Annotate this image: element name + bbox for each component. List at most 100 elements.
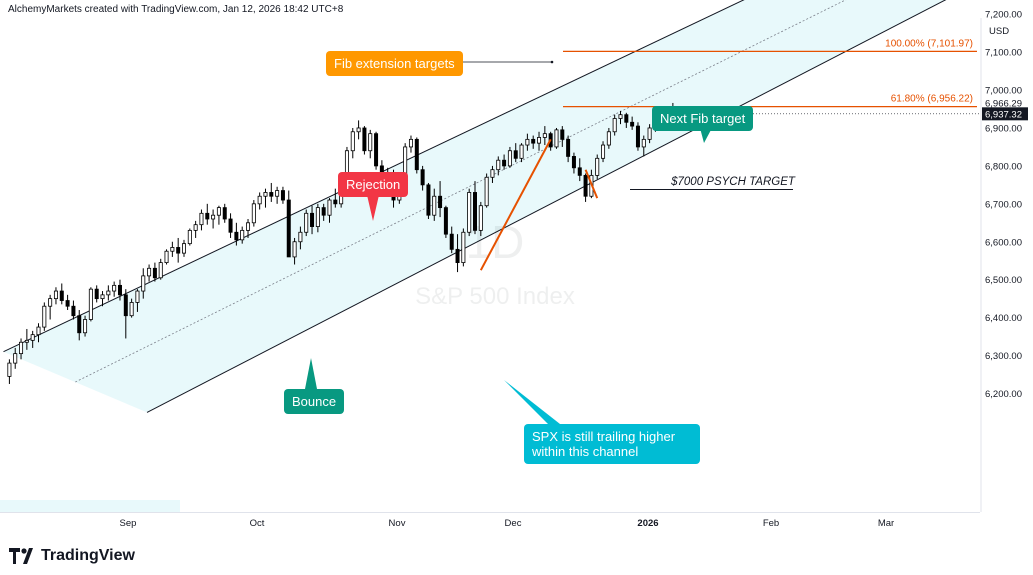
candle-body [432,195,437,216]
candle-body [193,224,198,231]
price-tick: 7,100.00 [985,48,1022,59]
candle-body [164,250,169,264]
time-tick: Feb [763,518,779,529]
candle-body [257,195,262,205]
candle-body [467,192,472,233]
candle-body [129,302,134,317]
candle-body [641,138,646,148]
channel-upper-line [3,0,745,353]
watermark-name: S&P 500 Index [415,283,575,310]
time-tick: Mar [878,518,894,529]
candle-body [408,138,413,148]
candle-body [618,114,623,119]
candle-body [7,362,12,377]
candle-body [292,241,297,258]
price-tick: 7,200.00 [985,10,1022,21]
price-tick: 6,900.00 [985,123,1022,134]
candle-body [275,190,280,197]
trend-leg-down [584,169,599,199]
candle-body [263,192,268,197]
candle-body [298,231,303,243]
candle-body [420,169,425,186]
candle-body [53,290,58,300]
candle-body [59,290,64,301]
candle-body [443,207,448,235]
price-tick: 6,400.00 [985,313,1022,324]
candle-body [624,114,629,123]
candle-body [42,305,47,328]
channel-lower-line [146,0,947,413]
candle-body [560,129,565,140]
candle-body [484,176,489,207]
next-fib-target-label: Next Fib target [652,106,754,131]
candle-body [106,290,111,296]
candle-body [583,174,588,197]
candle-body [135,290,140,303]
candle-body [199,212,204,226]
candle-body [176,247,181,254]
candle-body [211,214,216,220]
candle-body [630,121,635,127]
candle-body [141,275,146,292]
chart-credit: AlchemyMarkets created with TradingView.… [8,4,344,15]
time-tick: Nov [389,518,406,529]
candle-body [112,284,117,292]
candle-body [374,133,379,167]
candle-body [240,229,245,241]
candle-body [286,199,291,258]
candle-body [158,262,163,279]
candle-body [531,138,536,144]
candle-body [48,298,53,307]
candle-body [537,137,542,144]
fib-extension-targets-label: Fib extension targets [326,51,463,76]
candle-body [123,294,128,317]
candle-body [71,305,76,317]
bounce-label: Bounce [284,389,345,414]
candle-body [571,156,576,169]
rejection-label: Rejection [338,172,409,197]
candle-body [19,341,24,355]
candle-body [147,267,152,277]
annotation-lines: $7000 PSYCH TARGET [305,60,980,424]
candle-body [327,199,332,216]
channel-note-label: SPX is still trailing higher within this… [524,424,700,464]
time-tick: Oct [250,518,265,529]
candle-body [24,339,29,343]
candle-body [94,288,99,300]
next-fib-pointer [700,128,712,143]
candle-body [251,203,256,224]
time-tick: Sep [120,518,137,529]
candle-body [77,315,82,334]
candle-body [601,144,606,159]
price-tag-last: 6,937.32 [985,109,1022,120]
candle-body [216,207,221,216]
candle-body [455,248,460,264]
candle-body [577,167,582,176]
fib-extension-levels: 161.80% (7,337.76)100.00% (7,101.97)61.8… [563,38,977,108]
price-tick: 6,300.00 [985,351,1022,362]
price-tag-high-bg [982,96,1028,109]
candle-body [350,131,355,152]
price-tick: 6,700.00 [985,199,1022,210]
candle-body [181,243,186,254]
candle-body [36,326,41,336]
tradingview-logo[interactable]: TradingView [9,547,135,565]
candle-body [246,222,251,231]
candle-body [100,294,105,300]
channel-note-pointer [504,380,560,424]
fib-label-1: 100.00% (7,101.97) [885,38,973,49]
candle-body [461,231,466,264]
candle-body [205,212,210,220]
candle-body [414,138,419,171]
price-tick: 6,500.00 [985,275,1022,286]
tradingview-logo-icon [9,548,33,564]
candle-body [321,207,326,216]
candle-body [507,150,512,167]
candle-body [449,233,454,250]
channel-median-line [75,0,847,383]
candle-body [356,127,361,133]
trend-leg-up [479,138,552,271]
candle-body [228,218,233,233]
candle-body [635,125,640,148]
